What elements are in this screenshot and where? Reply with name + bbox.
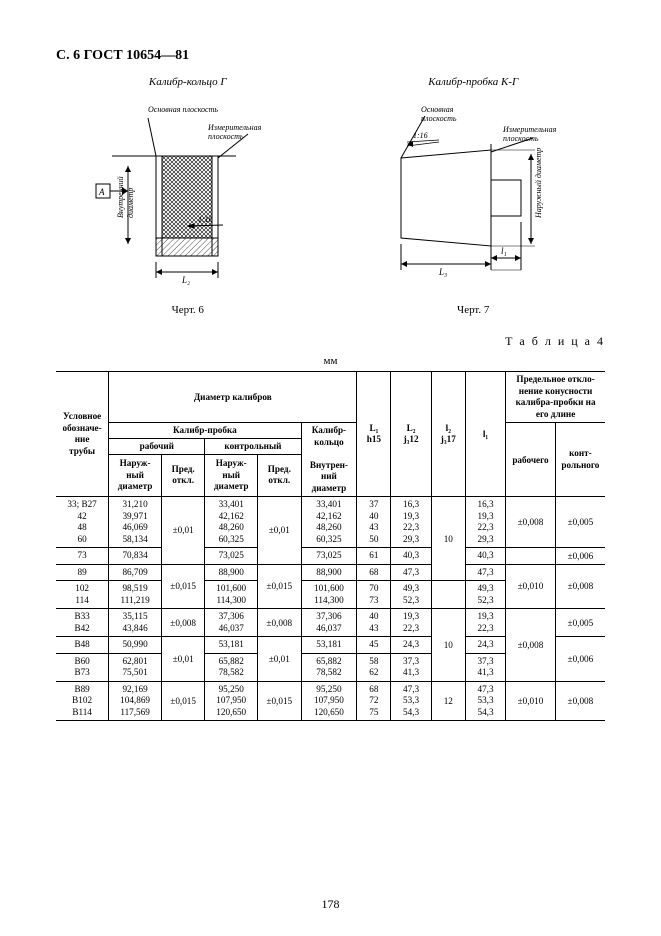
svg-text:Измерительная: Измерительная [207,123,262,132]
svg-text:Внутренний: Внутренний [116,176,125,218]
figures: Калибр-кольцо Г [56,76,605,316]
table-label: Т а б л и ц а 4 [56,334,605,349]
svg-text:1:16: 1:16 [413,131,428,140]
svg-text:плоскость: плоскость [503,134,539,143]
svg-text:Измерительная: Измерительная [502,125,557,134]
svg-text:L₃: L₃ [438,267,447,277]
fig-left-title: Калибр-кольцо Г [149,76,227,88]
page-number: 178 [0,897,661,912]
svg-text:диаметр: диаметр [126,188,135,218]
data-table: Условноеобозначе-ниетрубы Диаметр калибр… [56,371,605,721]
page-header: С. 6 ГОСТ 10654—81 [56,48,605,64]
fig-right-caption: Черт. 7 [457,304,489,316]
fig-right: Основная плоскость 1:16 Измерительная пл… [373,98,573,290]
fig-left-caption: Черт. 6 [172,304,204,316]
svg-text:Основная плоскость: Основная плоскость [148,105,218,114]
svg-text:плоскость: плоскость [208,132,244,141]
table-row: 33; В2742486031,21039,97146,06958,134±0,… [56,497,605,548]
svg-text:плоскость: плоскость [421,114,457,123]
svg-text:Наружный диаметр: Наружный диаметр [534,148,543,219]
svg-text:L₂: L₂ [181,275,190,285]
fig-left: Основная плоскость Измерительная плоскос… [88,98,288,290]
svg-text:А: А [98,187,105,197]
table-row: 8986,709±0,01588,900±0,01588,9006847,347… [56,564,605,581]
table-row: 7370,83473,02573,0256140,340,3±0,006 [56,548,605,565]
table-row: В33В4235,11543,846±0,00837,30646,037±0,0… [56,609,605,637]
mm-label: мм [56,355,605,367]
table-row: В89В102В11492,169104,869117,569±0,01595,… [56,681,605,721]
svg-text:Основная: Основная [421,105,454,114]
svg-text:l₁: l₁ [501,246,507,256]
svg-text:1:16: 1:16 [198,215,213,224]
fig-right-title: Калибр-пробка К-Г [428,76,518,88]
